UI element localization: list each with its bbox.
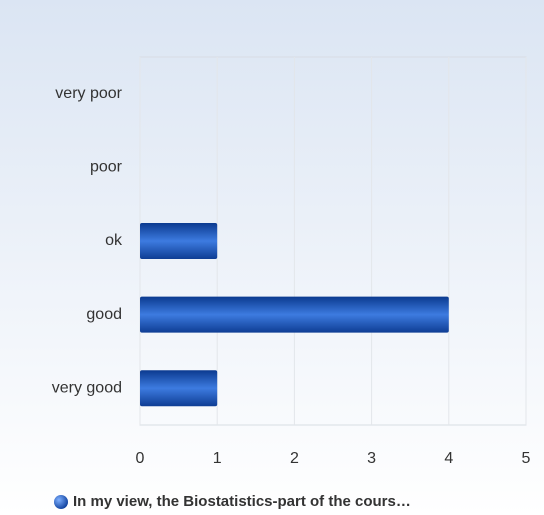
bar	[140, 223, 218, 259]
x-tick-label: 3	[367, 450, 376, 467]
x-tick-label: 5	[522, 450, 531, 467]
y-tick-label: very poor	[55, 85, 122, 102]
legend-marker	[54, 495, 68, 509]
y-tick-label: poor	[90, 159, 123, 176]
x-tick-label: 4	[444, 450, 453, 467]
bar	[140, 296, 449, 333]
legend-label: In my view, the Biostatistics-part of th…	[73, 493, 411, 510]
y-tick-label: good	[86, 306, 122, 323]
x-tick-label: 2	[290, 450, 299, 467]
y-tick-label: very good	[52, 379, 122, 396]
y-tick-label: ok	[105, 232, 123, 249]
x-tick-label: 1	[213, 450, 222, 467]
x-tick-label: 0	[136, 450, 145, 467]
bar	[140, 370, 218, 407]
